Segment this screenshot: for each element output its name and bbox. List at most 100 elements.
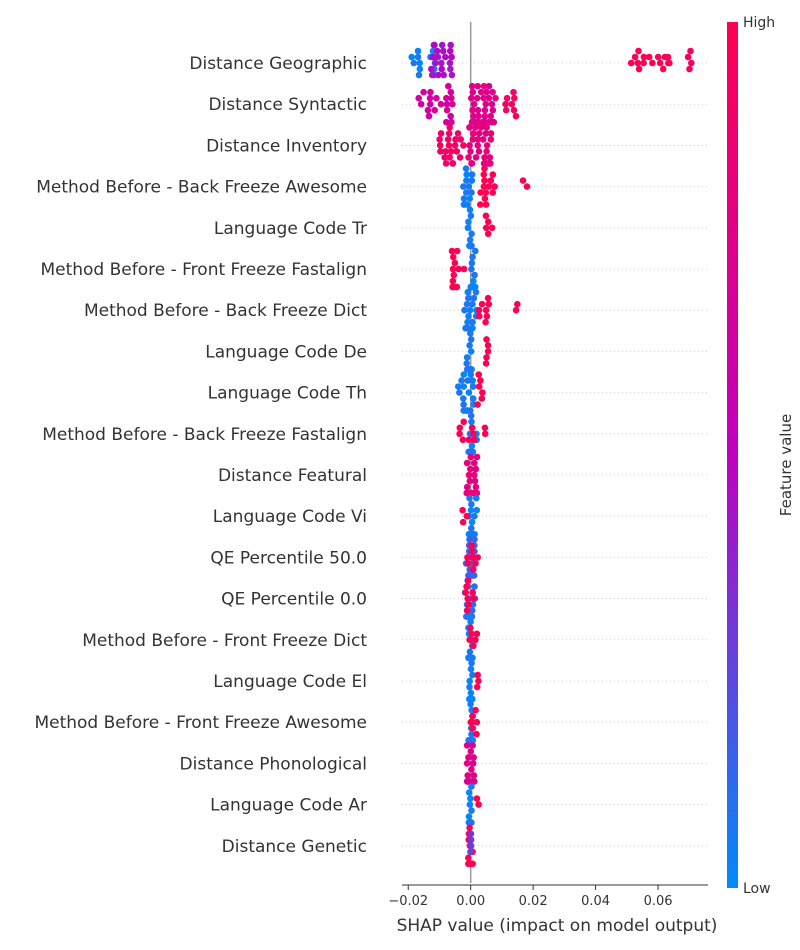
x-tick-label: 0.04	[581, 894, 610, 909]
feature-label: Language Code Ar	[210, 796, 367, 816]
shap-point	[523, 183, 531, 190]
shap-point	[666, 59, 673, 67]
shap-point	[447, 88, 455, 96]
shap-point	[512, 306, 520, 314]
shap-point	[472, 288, 480, 296]
shap-point	[477, 189, 485, 196]
shap-point	[483, 88, 490, 96]
shap-point	[460, 401, 467, 408]
shap-point	[485, 118, 493, 126]
shap-point	[471, 512, 478, 520]
shap-point	[464, 607, 471, 614]
shap-point	[473, 453, 481, 461]
shap-point	[443, 100, 451, 108]
shap-point	[455, 383, 462, 390]
shap-point	[467, 665, 475, 673]
shap-point	[466, 142, 473, 149]
shap-point	[468, 783, 475, 790]
shap-point	[474, 136, 482, 143]
shap-point	[475, 118, 483, 126]
shap-point	[461, 306, 468, 314]
shap-point	[640, 59, 647, 67]
shap-point	[485, 82, 493, 90]
shap-point	[470, 112, 477, 120]
shap-point	[467, 618, 474, 626]
shap-point	[661, 53, 669, 61]
x-tick-label: −0.02	[388, 894, 428, 909]
shap-point	[491, 183, 498, 190]
feature-label: Language Code Vi	[213, 507, 367, 527]
shap-point	[467, 830, 475, 838]
shap-point	[635, 47, 642, 55]
shap-point	[460, 142, 467, 149]
shap-point	[466, 494, 473, 502]
shap-point	[460, 383, 468, 390]
shap-point	[478, 300, 486, 308]
shap-point	[486, 154, 494, 161]
shap-point	[482, 100, 490, 108]
shap-point	[481, 424, 489, 432]
shap-point	[467, 795, 474, 802]
shap-point	[474, 142, 482, 149]
shap-point	[455, 265, 463, 273]
shap-point	[471, 459, 478, 467]
shap-point	[492, 94, 499, 102]
shap-point	[469, 300, 476, 308]
shap-point	[460, 418, 468, 426]
shap-point	[480, 94, 488, 102]
shap-point	[473, 94, 481, 102]
shap-point	[442, 148, 449, 155]
shap-point	[482, 306, 490, 314]
shap-point	[475, 130, 483, 137]
shap-point	[433, 94, 440, 102]
shap-point	[487, 177, 495, 184]
shap-point	[465, 601, 472, 608]
feature-label: Method Before - Back Freeze Awesome	[36, 178, 367, 198]
shap-point	[468, 500, 475, 508]
shap-point	[654, 53, 662, 61]
shap-point	[467, 624, 474, 632]
shap-point	[466, 824, 473, 832]
colorbar-gradient	[727, 22, 738, 888]
shap-point	[466, 448, 473, 456]
shap-point	[510, 106, 518, 114]
feature-label: Distance Geographic	[189, 54, 367, 74]
shap-point	[464, 577, 472, 584]
shap-point	[482, 360, 490, 367]
shap-point	[468, 766, 475, 773]
shap-point	[472, 154, 480, 161]
shap-point	[424, 106, 432, 114]
shap-point	[470, 595, 478, 602]
shap-point	[488, 100, 496, 108]
shap-point	[467, 212, 475, 220]
shap-point	[450, 271, 458, 279]
shap-point	[429, 53, 437, 61]
shap-point	[486, 160, 493, 167]
shap-point	[489, 106, 497, 114]
shap-point	[463, 742, 471, 749]
shap-point	[473, 506, 481, 514]
shap-point	[466, 195, 474, 202]
shap-point	[464, 560, 472, 567]
shap-point	[443, 106, 451, 114]
shap-point	[463, 483, 471, 491]
shap-point	[442, 160, 450, 167]
shap-point	[489, 189, 497, 196]
shap-point	[464, 554, 471, 561]
shap-point	[467, 748, 475, 755]
shap-point	[482, 201, 490, 208]
shap-point	[469, 760, 477, 767]
shap-point	[470, 294, 478, 302]
shap-point	[459, 518, 467, 526]
feature-label: Language Code De	[205, 342, 367, 362]
shap-point	[467, 465, 474, 473]
shap-point	[511, 94, 518, 102]
shap-point	[467, 148, 474, 155]
shap-point	[432, 59, 439, 67]
shap-point	[467, 283, 475, 291]
shap-point	[468, 607, 476, 614]
shap-point	[449, 283, 457, 291]
feature-label: QE Percentile 0.0	[221, 590, 367, 610]
shap-point	[475, 801, 482, 808]
shap-point	[687, 47, 694, 55]
